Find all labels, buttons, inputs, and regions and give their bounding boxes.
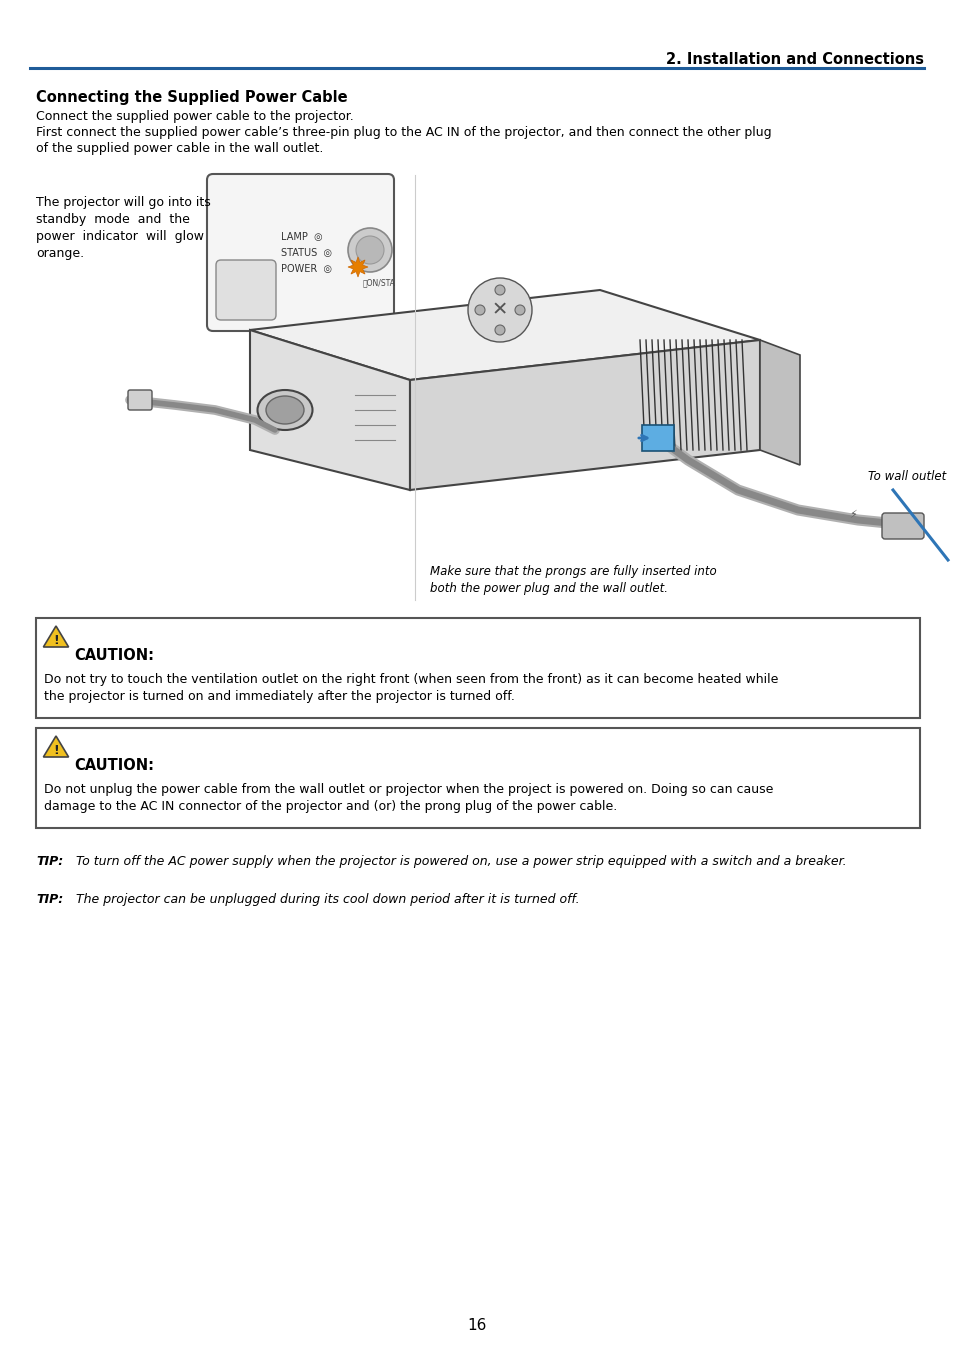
Text: standby  mode  and  the: standby mode and the <box>36 213 190 226</box>
FancyBboxPatch shape <box>641 425 673 452</box>
Text: power  indicator  will  glow: power indicator will glow <box>36 231 204 243</box>
Text: ⏻ON/STA: ⏻ON/STA <box>363 278 395 287</box>
Circle shape <box>348 228 392 272</box>
Polygon shape <box>250 330 410 491</box>
Text: POWER  ◎: POWER ◎ <box>281 264 332 274</box>
Ellipse shape <box>257 390 313 430</box>
Text: 2. Installation and Connections: 2. Installation and Connections <box>665 53 923 67</box>
Text: both the power plug and the wall outlet.: both the power plug and the wall outlet. <box>430 582 667 594</box>
Text: First connect the supplied power cable’s three-pin plug to the AC IN of the proj: First connect the supplied power cable’s… <box>36 125 771 139</box>
Polygon shape <box>250 290 760 380</box>
Polygon shape <box>348 257 368 276</box>
FancyBboxPatch shape <box>36 617 919 718</box>
FancyBboxPatch shape <box>128 390 152 410</box>
Text: The projector can be unplugged during its cool down period after it is turned of: The projector can be unplugged during it… <box>71 892 579 906</box>
Text: To turn off the AC power supply when the projector is powered on, use a power st: To turn off the AC power supply when the… <box>71 855 845 868</box>
Text: !: ! <box>53 635 59 647</box>
Text: To wall outlet: To wall outlet <box>867 470 945 483</box>
Text: !: ! <box>53 744 59 758</box>
Text: Connecting the Supplied Power Cable: Connecting the Supplied Power Cable <box>36 90 347 105</box>
Text: of the supplied power cable in the wall outlet.: of the supplied power cable in the wall … <box>36 142 323 155</box>
Text: Do not try to touch the ventilation outlet on the right front (when seen from th: Do not try to touch the ventilation outl… <box>44 673 778 686</box>
Polygon shape <box>410 340 760 491</box>
Text: damage to the AC IN connector of the projector and (or) the prong plug of the po: damage to the AC IN connector of the pro… <box>44 799 617 813</box>
Text: LAMP  ◎: LAMP ◎ <box>281 232 322 243</box>
Text: TIP:: TIP: <box>36 855 63 868</box>
Text: TIP:: TIP: <box>36 892 63 906</box>
Text: 16: 16 <box>467 1318 486 1333</box>
Circle shape <box>495 284 504 295</box>
Text: Do not unplug the power cable from the wall outlet or projector when the project: Do not unplug the power cable from the w… <box>44 783 773 797</box>
FancyBboxPatch shape <box>215 260 275 319</box>
Text: ✕: ✕ <box>492 301 508 319</box>
Text: CAUTION:: CAUTION: <box>74 758 153 772</box>
Circle shape <box>355 236 384 264</box>
FancyBboxPatch shape <box>207 174 394 332</box>
Text: ⚡: ⚡ <box>848 510 856 520</box>
Polygon shape <box>43 625 69 647</box>
Circle shape <box>515 305 524 315</box>
Text: Make sure that the prongs are fully inserted into: Make sure that the prongs are fully inse… <box>430 565 716 578</box>
Text: orange.: orange. <box>36 247 84 260</box>
Polygon shape <box>760 340 800 465</box>
Text: the projector is turned on and immediately after the projector is turned off.: the projector is turned on and immediate… <box>44 690 515 704</box>
Ellipse shape <box>266 396 304 425</box>
Circle shape <box>468 278 532 342</box>
FancyBboxPatch shape <box>36 728 919 828</box>
Text: CAUTION:: CAUTION: <box>74 648 153 663</box>
Text: The projector will go into its: The projector will go into its <box>36 195 211 209</box>
Polygon shape <box>43 736 69 758</box>
FancyBboxPatch shape <box>882 514 923 539</box>
Circle shape <box>475 305 484 315</box>
Text: STATUS  ◎: STATUS ◎ <box>281 248 332 257</box>
Circle shape <box>495 325 504 336</box>
Text: Connect the supplied power cable to the projector.: Connect the supplied power cable to the … <box>36 111 354 123</box>
